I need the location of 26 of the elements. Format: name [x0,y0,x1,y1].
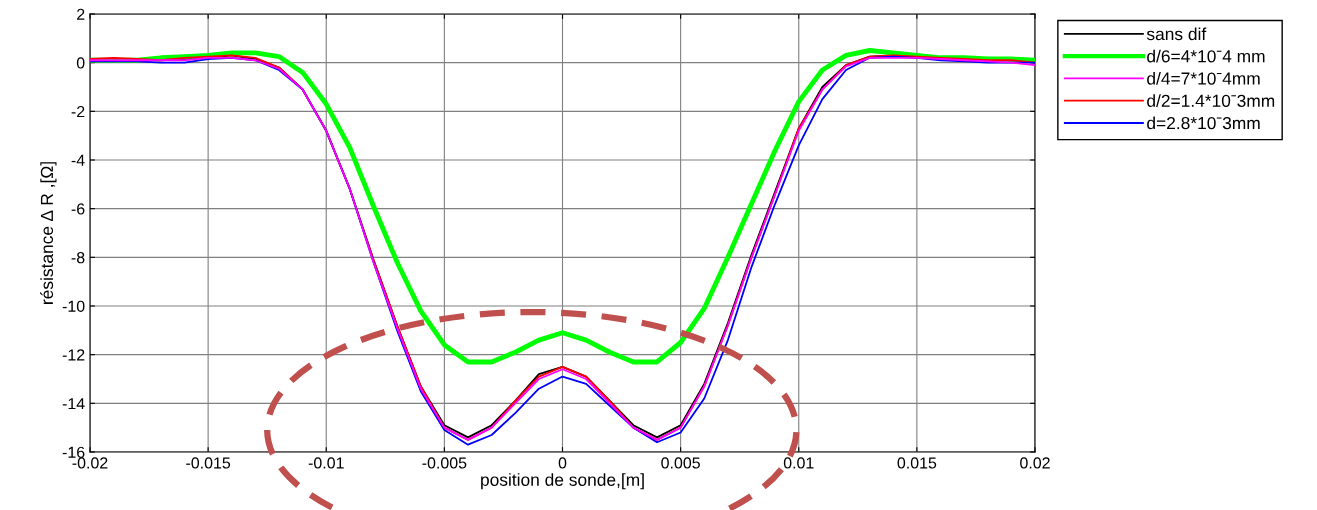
y-tick-label: -8 [71,251,85,264]
x-tick-label: 0.005 [661,457,700,469]
y-tick-label: -4 [71,154,85,166]
y-tick-label: -10 [62,300,85,312]
legend-label: d/2=1.4*10ˉ3mm [1147,94,1275,107]
y-tick-label: -14 [62,398,85,410]
legend-label: d/4=7*10ˉ4mm [1147,71,1260,85]
y-tick-label: -2 [71,105,85,118]
x-axis-title: position de sonde,[m] [481,473,644,490]
legend-label: d/6=4*10ˉ4 mm [1147,49,1265,63]
y-tick-label: -6 [71,203,85,215]
x-tick-label: 0.015 [897,457,937,469]
x-tick-label: 0.01 [783,457,814,469]
x-tick-label: 0 [558,457,567,469]
y-tick-label: 2 [77,8,85,20]
x-tick-label: -0.015 [186,457,231,469]
legend-label: d=2.8*10ˉ3mm [1147,116,1260,130]
x-tick-label: -0.005 [422,457,467,469]
y-tick-label: 0 [76,57,85,69]
y-axis-title: résistance ∆ R ,[Ω] [40,162,57,304]
x-tick-label: -0.02 [72,457,108,469]
y-tick-label: -16 [62,446,85,458]
x-tick-label: -0.01 [308,457,344,469]
x-tick-label: 0.02 [1020,457,1050,469]
y-tick-label: -12 [62,349,85,361]
legend-label: sans dif [1146,27,1207,41]
